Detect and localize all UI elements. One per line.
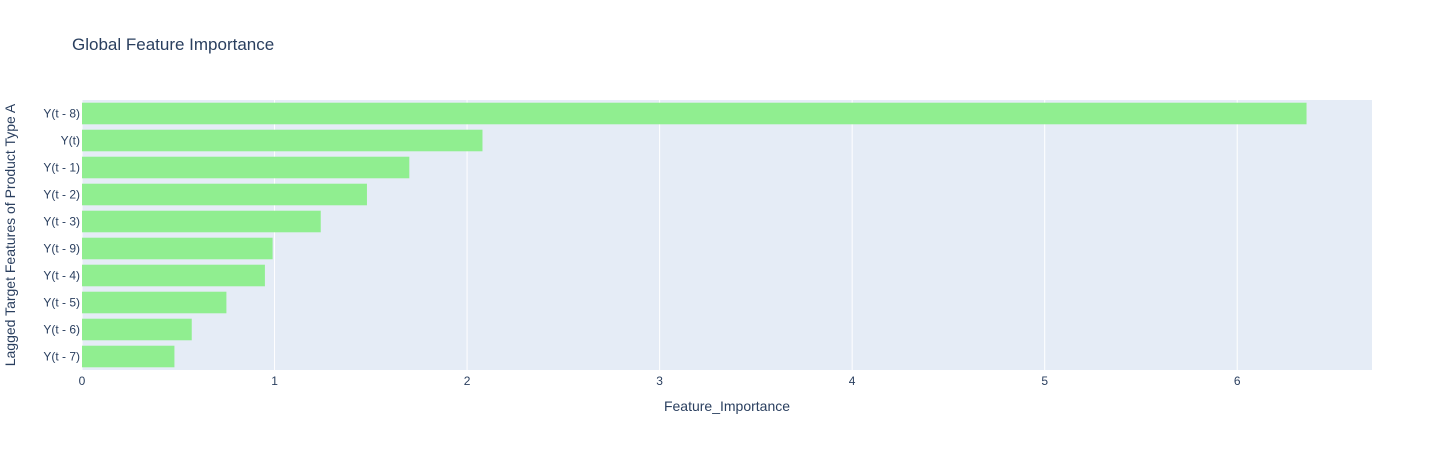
y-tick-label: Y(t - 2)	[43, 188, 80, 202]
bar-4[interactable]	[82, 210, 321, 233]
y-axis-ticks: Y(t - 8) Y(t) Y(t - 1) Y(t - 2) Y(t - 3) Y(t …	[43, 107, 80, 364]
y-tick-label: Y(t - 5)	[43, 296, 80, 310]
bar-2[interactable]	[82, 156, 410, 179]
y-tick-label: Y(t - 1)	[43, 161, 80, 175]
bar-5[interactable]	[82, 237, 273, 260]
x-tick-label: 1	[271, 374, 278, 388]
bar-8[interactable]	[82, 318, 192, 341]
bar-9[interactable]	[82, 345, 175, 368]
bar-3[interactable]	[82, 183, 367, 206]
bar-7[interactable]	[82, 291, 227, 314]
y-tick-label: Y(t - 6)	[43, 323, 80, 337]
y-tick-label: Y(t - 7)	[43, 350, 80, 364]
x-tick-label: 0	[79, 374, 86, 388]
x-axis-title: Feature_Importance	[664, 398, 790, 414]
bar-0[interactable]	[82, 102, 1307, 125]
bars	[82, 102, 1307, 368]
x-tick-label: 3	[656, 374, 663, 388]
y-tick-label: Y(t - 8)	[43, 107, 80, 121]
x-axis-ticks: 0 1 2 3 4 5 6	[79, 374, 1241, 388]
x-tick-label: 5	[1041, 374, 1048, 388]
x-tick-label: 2	[464, 374, 471, 388]
y-tick-label: Y(t - 9)	[43, 242, 80, 256]
x-tick-label: 6	[1234, 374, 1241, 388]
x-tick-label: 4	[849, 374, 856, 388]
bar-6[interactable]	[82, 264, 265, 287]
y-tick-label: Y(t - 4)	[43, 269, 80, 283]
y-tick-label: Y(t)	[61, 134, 80, 148]
bar-1[interactable]	[82, 129, 483, 152]
y-tick-label: Y(t - 3)	[43, 215, 80, 229]
y-axis-title: Lagged Target Features of Product Type A	[2, 103, 18, 366]
chart-title: Global Feature Importance	[72, 35, 274, 54]
